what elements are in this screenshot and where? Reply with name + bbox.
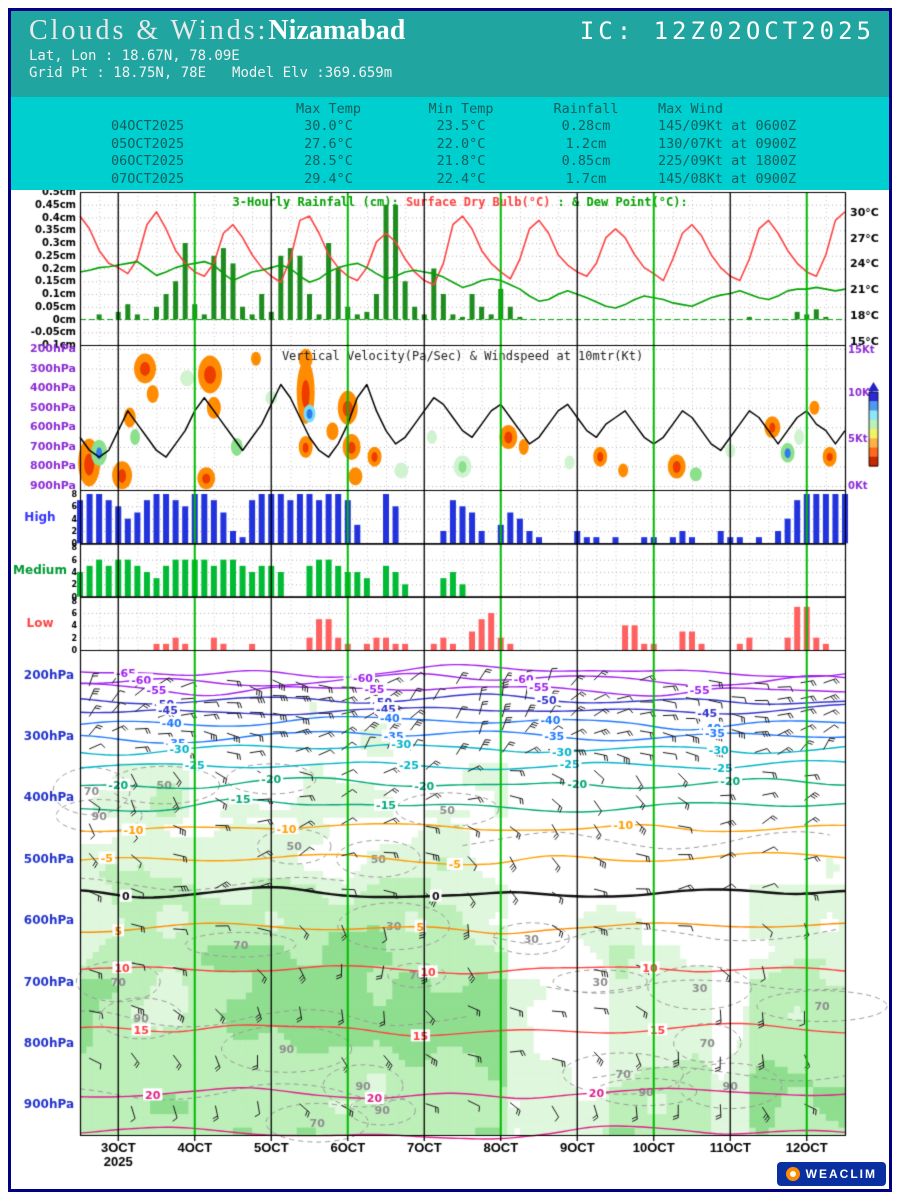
table-cell: 05OCT2025 xyxy=(111,135,185,152)
grid-point-line: Grid Pt : 18.75N, 78E Model Elv :369.659m xyxy=(11,64,889,81)
table-cell: 27.6°C xyxy=(304,135,353,152)
table-row: 06OCT2025 28.5°C 21.8°C 0.85cm 225/09Kt at 1… xyxy=(11,153,889,171)
table-cell: 21.8°C xyxy=(436,153,486,170)
table-column-header: Rainfall xyxy=(553,100,619,117)
table-cell: 145/09Kt at 0600Z xyxy=(658,118,797,135)
weaclim-logo-icon xyxy=(785,1167,800,1181)
table-cell: 1.2cm xyxy=(565,135,607,152)
table-column-header: Min Temp xyxy=(428,100,494,117)
grid-point-value: Grid Pt : 18.75N, 78E xyxy=(29,65,207,81)
table-cell: 145/08Kt at 0900Z xyxy=(658,170,797,187)
table-cell: 04OCT2025 xyxy=(111,118,185,135)
table-cell: 07OCT2025 xyxy=(111,170,185,187)
table-column-header: Max Wind xyxy=(658,100,724,117)
weaclim-logo-text: WEACLIM xyxy=(805,1167,877,1181)
station-name: Nizamabad xyxy=(268,15,406,46)
table-cell: 30.0°C xyxy=(304,118,353,135)
table-cell: 0.28cm xyxy=(561,118,611,135)
model-elevation-value: Model Elv :369.659m xyxy=(232,65,393,81)
table-column-header: Max Temp xyxy=(295,100,362,117)
title-prefix: Clouds & Winds: xyxy=(29,15,269,46)
table-cell: 23.5°C xyxy=(436,118,486,135)
weaclim-logo: WEACLIM xyxy=(776,1162,886,1186)
forecast-table: Max Temp Min Temp Rainfall Max Wind 04OCT202… xyxy=(11,97,889,190)
outer-frame xyxy=(8,8,892,1192)
table-header-row: Max Temp Min Temp Rainfall Max Wind xyxy=(11,100,889,118)
table-cell: 22.0°C xyxy=(436,135,486,152)
table-cell: 28.5°C xyxy=(304,153,353,170)
table-cell: 225/09Kt at 1800Z xyxy=(658,153,797,170)
lat-lon-line: Lat, Lon : 18.67N, 78.09E xyxy=(29,48,240,64)
table-cell: 22.4°C xyxy=(436,170,486,187)
table-cell: 0.85cm xyxy=(561,153,611,170)
page-title: Clouds & Winds:Nizamabad xyxy=(29,15,405,47)
title-line: Clouds & Winds:Nizamabad IC: 12Z02OCT202… xyxy=(11,11,889,47)
header-band: Clouds & Winds:Nizamabad IC: 12Z02OCT202… xyxy=(11,11,889,97)
table-row: 04OCT2025 30.0°C 23.5°C 0.28cm 145/09Kt at 0… xyxy=(11,118,889,136)
init-condition-label: IC: 12Z02OCT2025 xyxy=(579,17,875,45)
table-cell: 130/07Kt at 0900Z xyxy=(658,135,797,152)
table-cell: 06OCT2025 xyxy=(111,153,185,170)
table-row: 05OCT2025 27.6°C 22.0°C 1.2cm 130/07Kt at 09… xyxy=(11,135,889,153)
table-cell: 1.7cm xyxy=(565,170,607,187)
table-row: 07OCT2025 29.4°C 22.4°C 1.7cm 145/08Kt at 09… xyxy=(11,170,889,188)
table-cell: 29.4°C xyxy=(304,170,353,187)
